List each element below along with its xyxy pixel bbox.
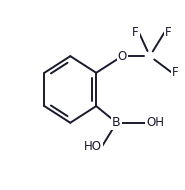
- Text: F: F: [165, 26, 171, 39]
- Text: OH: OH: [146, 116, 164, 129]
- Text: F: F: [172, 66, 179, 79]
- Text: O: O: [117, 50, 127, 63]
- Text: HO: HO: [84, 140, 102, 153]
- Text: B: B: [112, 116, 121, 129]
- Text: F: F: [132, 26, 139, 39]
